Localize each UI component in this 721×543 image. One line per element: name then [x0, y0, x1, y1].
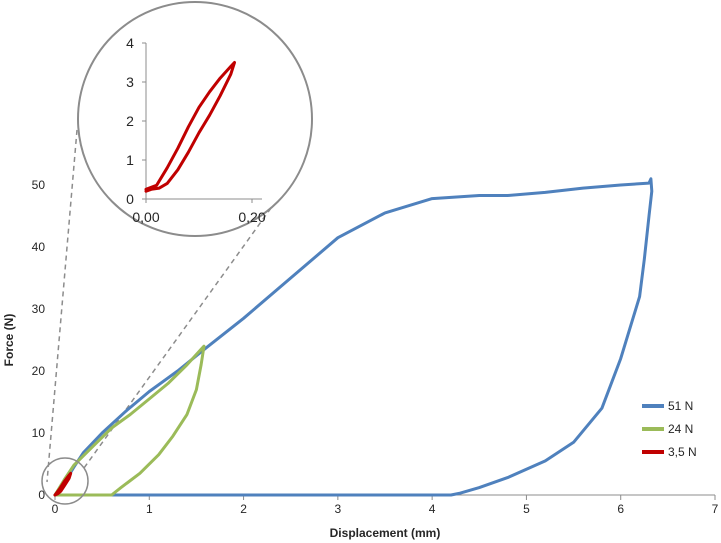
- x-tick-label: 5: [523, 502, 530, 516]
- inset-x-tick-label: 0,20: [238, 209, 265, 225]
- y-tick-label: 30: [32, 302, 46, 316]
- main-series-group: [53, 177, 654, 497]
- zoom-region-circle: [41, 457, 89, 505]
- x-tick-label: 0: [52, 502, 59, 516]
- legend-label: 51 N: [668, 399, 693, 413]
- x-tick-label: 3: [335, 502, 342, 516]
- y-tick-label: 50: [32, 178, 46, 192]
- inset-y-tick-label: 1: [126, 152, 134, 168]
- x-axis-ticks: 0 1 2 3 4 5 6 7: [52, 495, 719, 516]
- y-tick-label: 40: [32, 240, 46, 254]
- legend-label: 3,5 N: [668, 445, 697, 459]
- x-tick-label: 7: [712, 502, 719, 516]
- inset-x-tick-label: 0,00: [132, 209, 159, 225]
- inset-y-tick-label: 0: [126, 191, 134, 207]
- x-tick-label: 1: [146, 502, 153, 516]
- series-line-3-5-n: [53, 471, 73, 497]
- inset-circle: [77, 1, 313, 237]
- inset-axes: 0 1 2 3 4 0,00 0,20: [126, 35, 266, 225]
- series-line-24-n: [53, 344, 206, 497]
- x-tick-label: 4: [429, 502, 436, 516]
- y-tick-label: 0: [38, 488, 45, 502]
- legend: 51 N 24 N 3,5 N: [642, 399, 697, 459]
- y-axis-title: Force (N): [2, 314, 16, 367]
- inset-y-tick-label: 2: [126, 113, 134, 129]
- zoom-connector-lines: [46, 129, 272, 483]
- x-axis-title: Displacement (mm): [330, 526, 441, 540]
- inset-series-group: [144, 61, 236, 193]
- inset-y-tick-label: 4: [126, 35, 134, 51]
- legend-label: 24 N: [668, 422, 693, 436]
- inset-y-tick-label: 3: [126, 74, 134, 90]
- y-tick-label: 20: [32, 364, 46, 378]
- inset-series-line: [144, 61, 236, 193]
- series-line-51-n: [53, 177, 654, 497]
- y-tick-label: 10: [32, 426, 46, 440]
- zoom-line-left: [46, 129, 78, 483]
- x-tick-label: 6: [617, 502, 624, 516]
- x-tick-label: 2: [240, 502, 247, 516]
- y-axis-ticks: 0 10 20 30 40 50: [32, 178, 46, 502]
